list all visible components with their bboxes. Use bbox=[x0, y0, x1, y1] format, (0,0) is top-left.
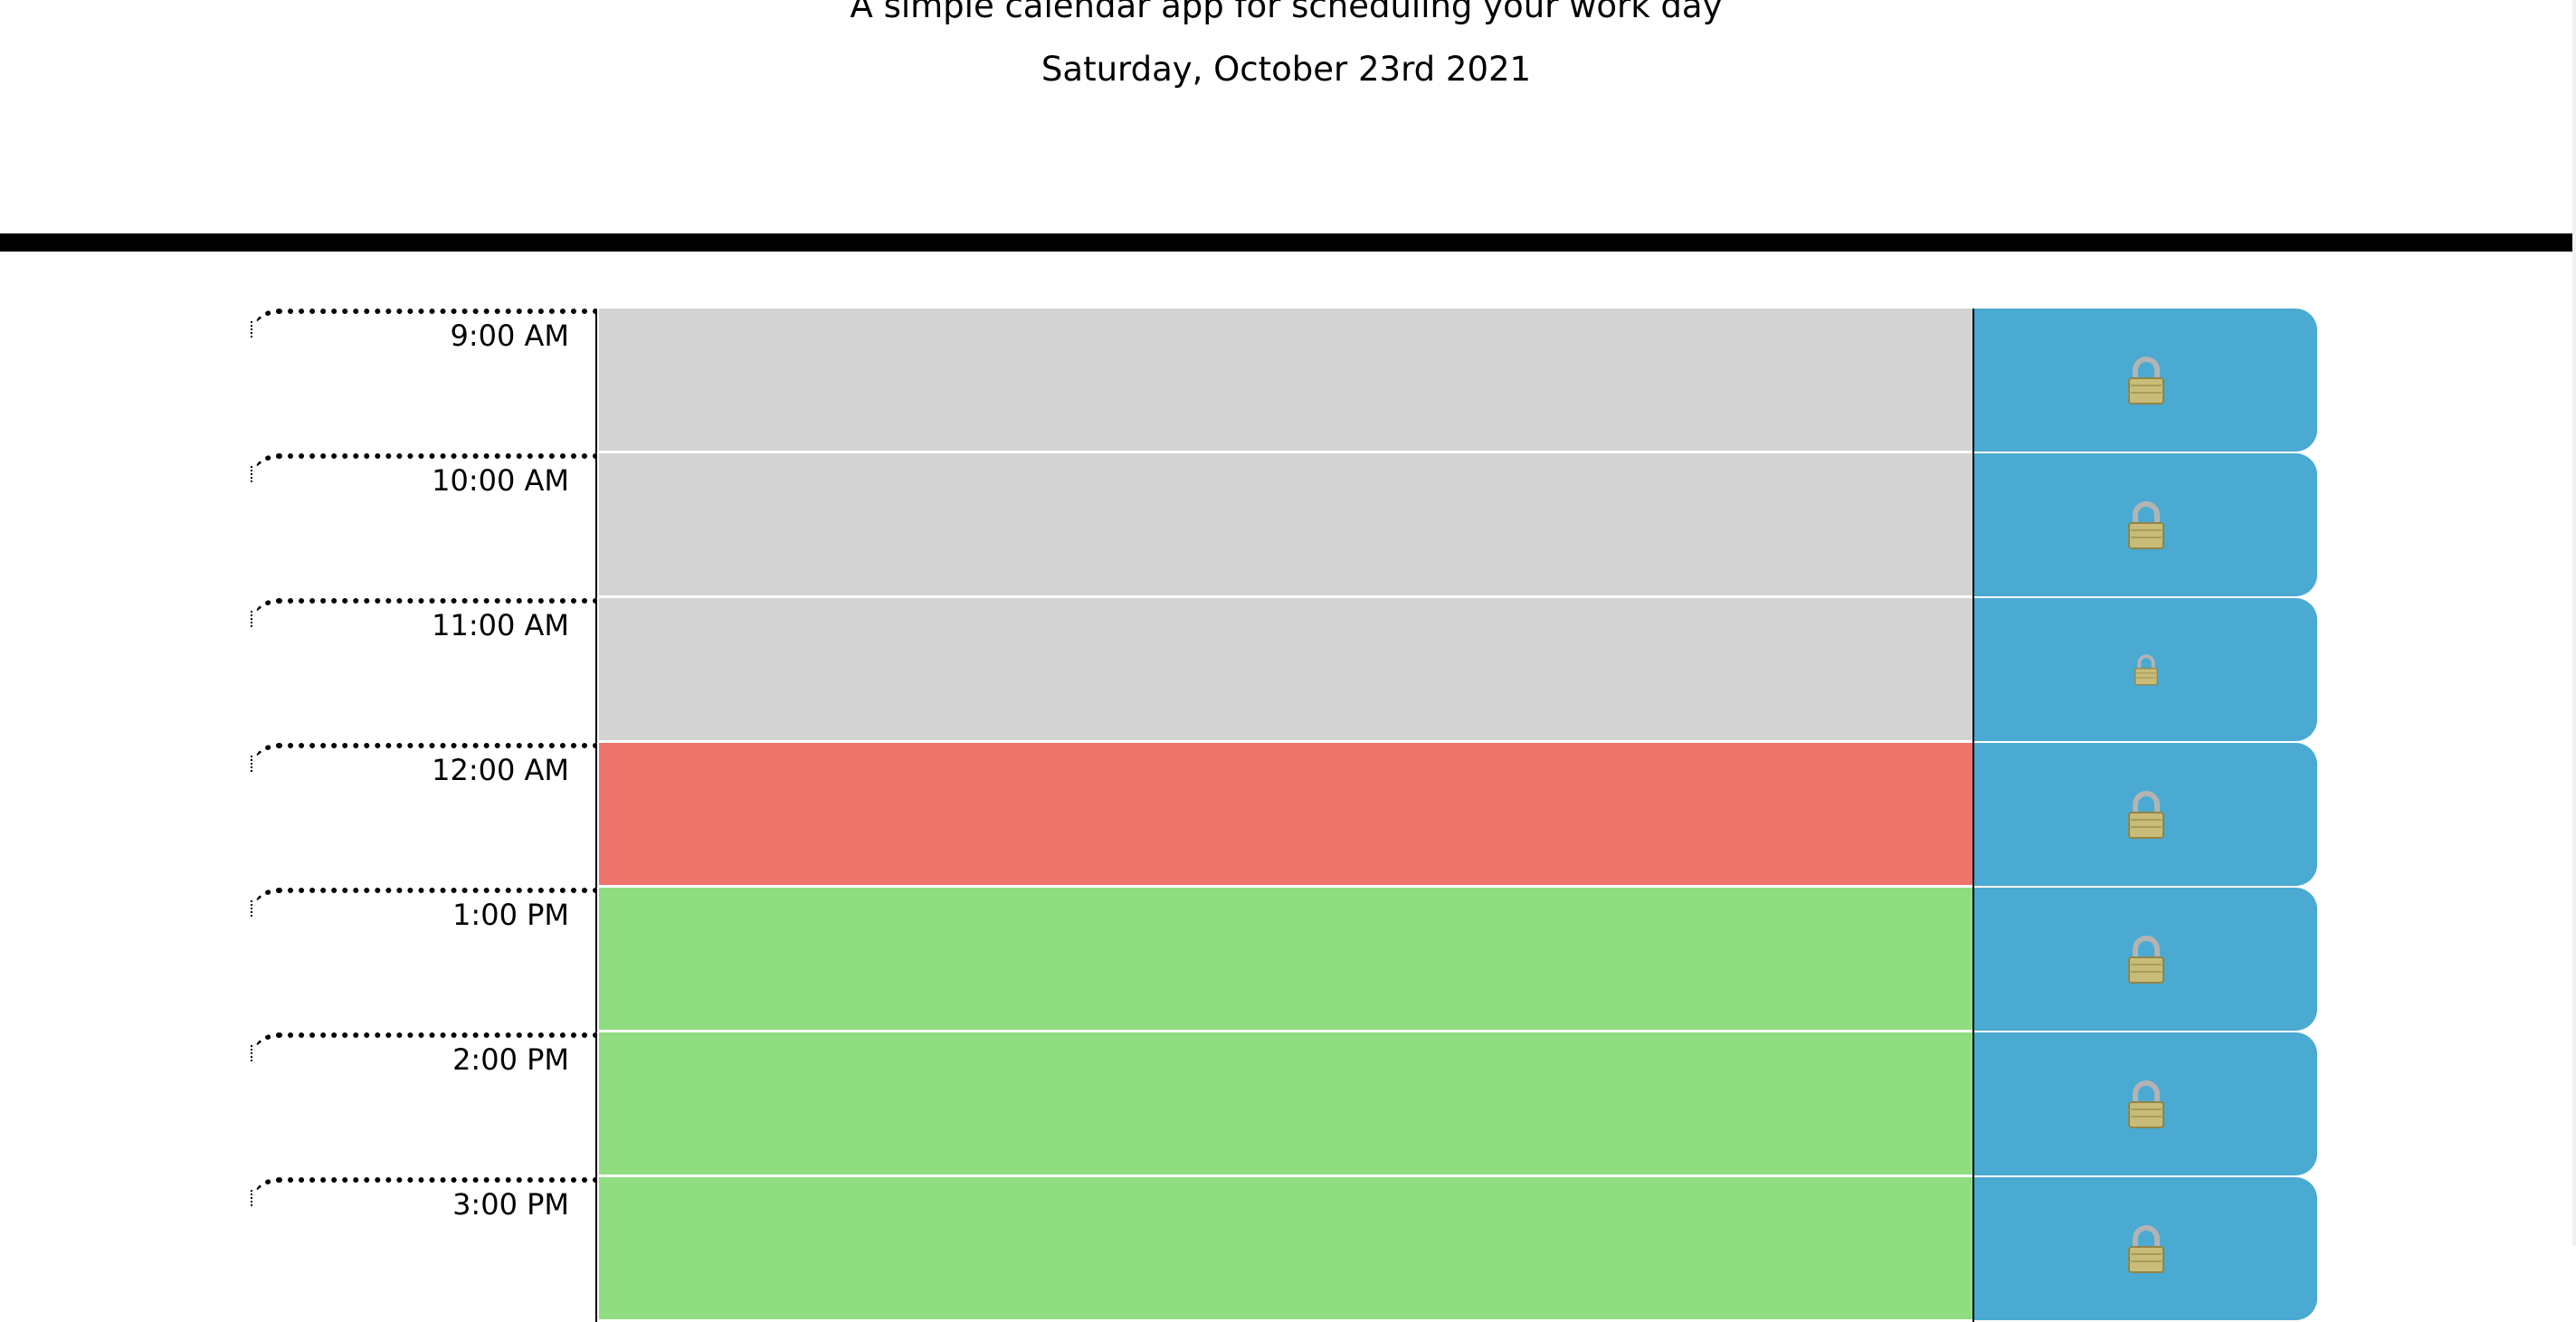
lock-icon bbox=[2127, 1225, 2164, 1273]
row-divider bbox=[1972, 888, 1974, 1032]
event-description-input[interactable] bbox=[599, 1177, 1972, 1321]
event-description-input[interactable] bbox=[599, 888, 1972, 1032]
time-block-row: 9:00 AM bbox=[251, 309, 2317, 453]
hour-label: 11:00 AM bbox=[251, 598, 597, 743]
lock-icon bbox=[2127, 357, 2164, 404]
time-block-row: 12:00 AM bbox=[251, 743, 2317, 888]
save-button[interactable] bbox=[1974, 453, 2317, 596]
row-divider bbox=[1972, 598, 1974, 743]
hour-label: 10:00 AM bbox=[251, 453, 597, 598]
save-button[interactable] bbox=[1974, 1032, 2317, 1175]
row-divider bbox=[1972, 453, 1974, 598]
save-button[interactable] bbox=[1974, 598, 2317, 741]
save-button[interactable] bbox=[1974, 888, 2317, 1031]
hour-label: 9:00 AM bbox=[251, 309, 597, 453]
hour-label: 1:00 PM bbox=[251, 888, 597, 1032]
hour-label: 3:00 PM bbox=[251, 1177, 597, 1322]
event-description-input[interactable] bbox=[599, 1032, 1972, 1176]
lock-icon bbox=[2127, 936, 2164, 984]
lock-icon bbox=[2127, 501, 2164, 549]
scrollbar[interactable] bbox=[2572, 0, 2576, 1246]
save-button[interactable] bbox=[1974, 309, 2317, 452]
row-divider bbox=[1972, 309, 1974, 453]
lock-icon bbox=[2127, 1080, 2164, 1128]
hour-label: 12:00 AM bbox=[251, 743, 597, 888]
time-block-row: 2:00 PM bbox=[251, 1032, 2317, 1177]
save-button[interactable] bbox=[1974, 743, 2317, 886]
hour-label: 2:00 PM bbox=[251, 1032, 597, 1177]
time-block-row: 3:00 PM bbox=[251, 1177, 2317, 1322]
current-day: Saturday, October 23rd 2021 bbox=[1041, 50, 1532, 89]
timeblock-list: 9:00 AM 10:00 AM 11:00 AM bbox=[251, 309, 2317, 1322]
app-subtitle: A simple calendar app for scheduling you… bbox=[850, 0, 1723, 25]
event-description-input[interactable] bbox=[599, 453, 1972, 597]
event-description-input[interactable] bbox=[599, 743, 1972, 887]
lock-icon bbox=[2134, 654, 2158, 686]
event-description-input[interactable] bbox=[599, 598, 1972, 742]
save-button[interactable] bbox=[1974, 1177, 2317, 1320]
time-block-row: 11:00 AM bbox=[251, 598, 2317, 743]
time-block-row: 1:00 PM bbox=[251, 888, 2317, 1032]
time-block-row: 10:00 AM bbox=[251, 453, 2317, 598]
row-divider bbox=[1972, 1032, 1974, 1177]
row-divider bbox=[1972, 743, 1974, 888]
lock-icon bbox=[2127, 791, 2164, 839]
header: A simple calendar app for scheduling you… bbox=[0, 0, 2572, 252]
event-description-input[interactable] bbox=[599, 309, 1972, 452]
